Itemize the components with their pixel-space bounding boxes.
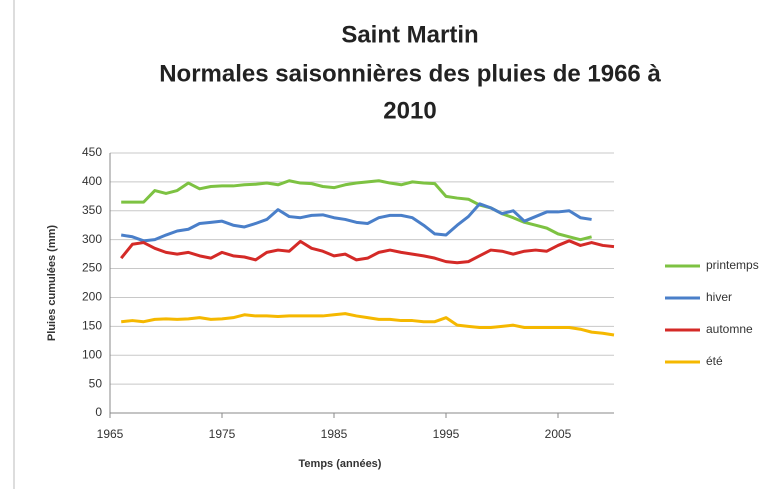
x-tick-label: 1965 — [97, 427, 124, 441]
x-tick-label: 1985 — [321, 427, 348, 441]
y-tick-label: 150 — [82, 319, 102, 333]
y-tick-label: 350 — [82, 203, 102, 217]
y-tick-label: 250 — [82, 261, 102, 275]
y-tick-label: 450 — [82, 145, 102, 159]
y-tick-label: 0 — [95, 405, 102, 419]
y-tick-label: 100 — [82, 347, 102, 361]
y-tick-label: 200 — [82, 290, 102, 304]
legend-label: automne — [706, 322, 753, 336]
legend-label: hiver — [706, 290, 732, 304]
x-tick-label: 2005 — [545, 427, 572, 441]
x-axis-label: Temps (années) — [299, 458, 382, 470]
x-tick-label: 1995 — [433, 427, 460, 441]
legend-label: printemps — [706, 258, 759, 272]
y-tick-label: 300 — [82, 232, 102, 246]
chart-title: Saint Martin — [341, 21, 478, 48]
y-tick-label: 400 — [82, 174, 102, 188]
series-line — [120, 239, 615, 265]
chart-title: 2010 — [383, 97, 436, 124]
series-line — [121, 179, 592, 242]
series-line — [120, 202, 592, 243]
chart-title: Normales saisonnières des pluies de 1966… — [159, 60, 661, 87]
y-tick-label: 50 — [89, 376, 103, 390]
x-tick-label: 1975 — [209, 427, 236, 441]
series-line — [121, 312, 615, 337]
legend-label: été — [706, 354, 723, 368]
y-axis-label: Pluies cumulées (mm) — [46, 225, 58, 341]
